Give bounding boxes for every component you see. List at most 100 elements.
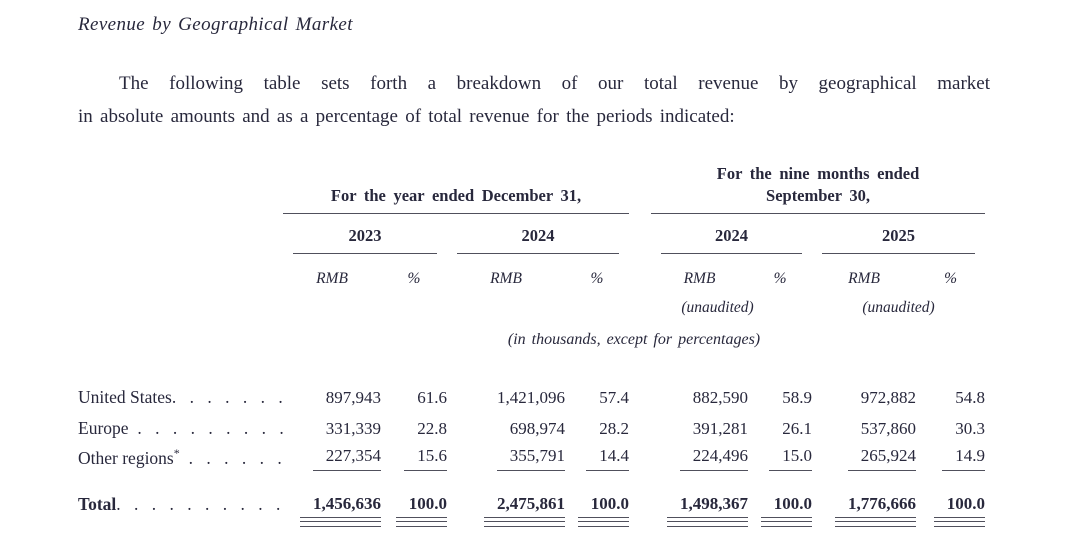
value-cell: 265,924 [812, 444, 917, 482]
footnote-asterisk: * [173, 446, 180, 460]
spacer-cell [629, 214, 651, 254]
empty-cell [78, 254, 283, 288]
underlined-value: 224,496 [679, 446, 749, 471]
total-value: 2,475,861 [484, 494, 565, 518]
double-rule [760, 520, 813, 527]
value-cell: 972,882 [860, 387, 917, 407]
year-column-2024-nine-months: 2024 [651, 214, 812, 254]
table-row-other-regions: Other regions* . . . . . . 227,354 15.6 … [78, 444, 986, 482]
revenue-by-market-table: For the year ended December 31, For the … [78, 163, 986, 546]
value-cell: 897,943 [325, 387, 381, 407]
period-group-year-ended: For the year ended December 31, [283, 163, 630, 214]
value-cell: 882,590 [692, 387, 749, 407]
total-value: 1,498,367 [667, 494, 749, 518]
row-label: Total. . . . . . . . . . . . [78, 482, 283, 546]
year-label: 2024 [661, 226, 803, 254]
group-header-line: For the nine months ended [716, 164, 920, 183]
total-cell: 2,475,861 [447, 482, 565, 546]
value-cell: 15.6 [381, 444, 447, 482]
underlined-value: 265,924 [847, 446, 917, 471]
dot-leader: . . . . . . [179, 447, 283, 468]
underlined-value: 227,354 [312, 446, 381, 471]
value-cell: 698,974 [509, 418, 565, 438]
percent-column-header: % [773, 270, 787, 287]
year-header-row: 2023 2024 2024 2025 [78, 214, 985, 254]
period-group-nine-months: For the nine months ended September 30, [651, 163, 986, 214]
total-cell: 100.0 [565, 482, 630, 546]
year-column-2024: 2024 [447, 214, 629, 254]
row-label: Other regions* . . . . . . [78, 444, 283, 482]
double-rule [300, 520, 381, 527]
year-column-2023: 2023 [283, 214, 447, 254]
percent-column-header: % [944, 270, 957, 287]
value-cell: 57.4 [599, 387, 630, 407]
year-column-2025: 2025 [812, 214, 985, 254]
row-label-text: United States [78, 387, 172, 407]
value-cell: 355,791 [447, 444, 565, 482]
total-cell: 1,776,666 [812, 482, 917, 546]
underlined-value: 355,791 [496, 446, 565, 471]
empty-cell [283, 288, 629, 317]
double-rule [933, 520, 986, 527]
row-label: Europe . . . . . . . . . . [78, 413, 283, 444]
row-label-text: Other regions [78, 447, 174, 468]
rmb-column-header: RMB [316, 270, 348, 287]
dot-leader: . . . . . . . . . . . . [116, 494, 283, 514]
total-cell: 1,498,367 [651, 482, 749, 546]
table-row-europe: Europe . . . . . . . . . . 331,339 22.8 … [78, 413, 985, 444]
value-cell: 391,281 [692, 418, 749, 438]
dot-leader: . . . . . . . . . . [137, 418, 283, 438]
total-cell: 100.0 [748, 482, 813, 546]
spacer-cell [629, 413, 651, 444]
spacer-cell [629, 382, 651, 413]
rmb-column-header: RMB [848, 270, 880, 287]
spacer-cell [629, 163, 651, 214]
double-rule [484, 520, 565, 527]
group-header-line: September 30, [766, 186, 871, 205]
row-label-text: Europe [78, 418, 129, 438]
group-header-label: For the nine months ended September 30, [651, 163, 986, 214]
total-value: 100.0 [760, 494, 813, 518]
value-cell: 227,354 [283, 444, 381, 482]
double-rule [577, 520, 630, 527]
value-cell: 537,860 [860, 418, 917, 438]
value-cell: 22.8 [417, 418, 447, 438]
total-value: 1,776,666 [835, 494, 917, 518]
row-label: United States. . . . . . . [78, 382, 283, 413]
double-rule [395, 520, 447, 527]
dot-leader: . . . . . . . [171, 387, 283, 407]
unit-header-row: RMB % RMB % RMB % RMB % [78, 254, 985, 288]
double-rule [835, 520, 917, 527]
intro-paragraph: The following table sets forth a breakdo… [78, 67, 990, 133]
total-cell: 100.0 [916, 482, 986, 546]
year-label: 2024 [457, 226, 620, 254]
group-header-label: For the year ended December 31, [283, 185, 630, 214]
section-heading: Revenue by Geographical Market [78, 14, 353, 35]
value-cell: 58.9 [782, 387, 813, 407]
empty-cell [78, 317, 283, 349]
unaudited-row: (unaudited) (unaudited) [78, 288, 985, 317]
units-note: (in thousands, except for percentages) [507, 331, 761, 348]
value-cell: 14.4 [565, 444, 630, 482]
total-value: 100.0 [577, 494, 630, 518]
row-label-text: Total [78, 494, 117, 514]
value-cell: 54.8 [955, 387, 986, 407]
value-cell: 28.2 [599, 418, 630, 438]
underlined-value: 15.0 [769, 446, 813, 471]
value-cell: 30.3 [955, 418, 986, 438]
underlined-value: 14.9 [942, 446, 986, 471]
unaudited-label: (unaudited) [862, 299, 935, 316]
spacer-cell [629, 254, 651, 288]
spacer-cell [629, 288, 651, 317]
value-cell: 14.9 [916, 444, 986, 482]
group-header-row: For the year ended December 31, For the … [78, 163, 986, 214]
paragraph-line: The following table sets forth a breakdo… [119, 73, 990, 94]
total-cell: 100.0 [381, 482, 447, 546]
spacer-cell [629, 482, 651, 546]
value-cell: 1,421,096 [497, 387, 565, 407]
double-rule [667, 520, 749, 527]
underlined-value: 14.4 [586, 446, 630, 471]
percent-column-header: % [590, 270, 604, 287]
units-note-row: (in thousands, except for percentages) [78, 317, 985, 349]
